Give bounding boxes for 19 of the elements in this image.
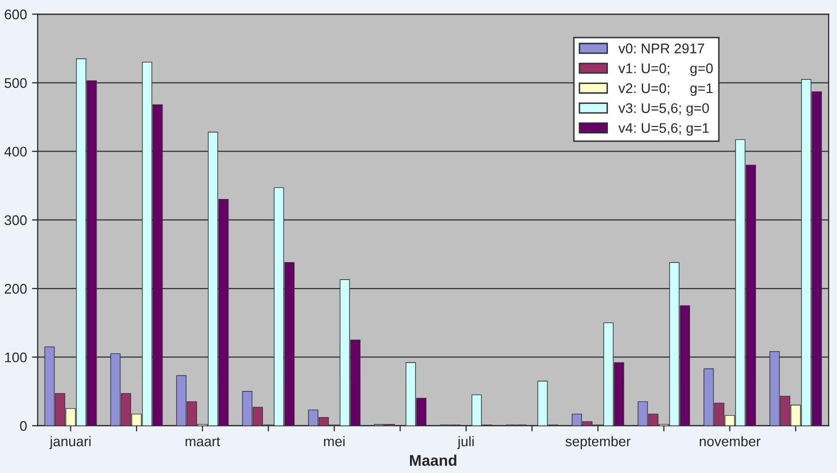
y-tick-label: 300 (4, 215, 27, 226)
x-tick-label: november (700, 436, 760, 446)
legend-label: v0: NPR 2917 (618, 44, 704, 54)
x-tick-label: juli (457, 436, 474, 450)
y-tick-label: 500 (4, 78, 27, 88)
y-tick-label: 0 (20, 421, 27, 431)
x-tick-label: mei (324, 436, 345, 446)
x-tick-label: september (566, 436, 631, 450)
y-tick-label: 600 (4, 10, 27, 20)
legend-label: v4: U=5,6; g=1 (618, 123, 709, 136)
y-tick-label: 200 (4, 284, 27, 294)
x-tick-label: maart (186, 437, 220, 446)
y-tick-label: 400 (4, 146, 27, 157)
x-axis-title: Maand (410, 454, 456, 466)
legend-label: v3: U=5,6; g=0 (618, 103, 709, 116)
legend-label: v1: U=0; g=0 (618, 63, 713, 76)
y-tick-label: 100 (5, 352, 27, 362)
x-tick-label: januari (49, 436, 91, 450)
legend-label: v2: U=0; g=1 (618, 83, 713, 96)
